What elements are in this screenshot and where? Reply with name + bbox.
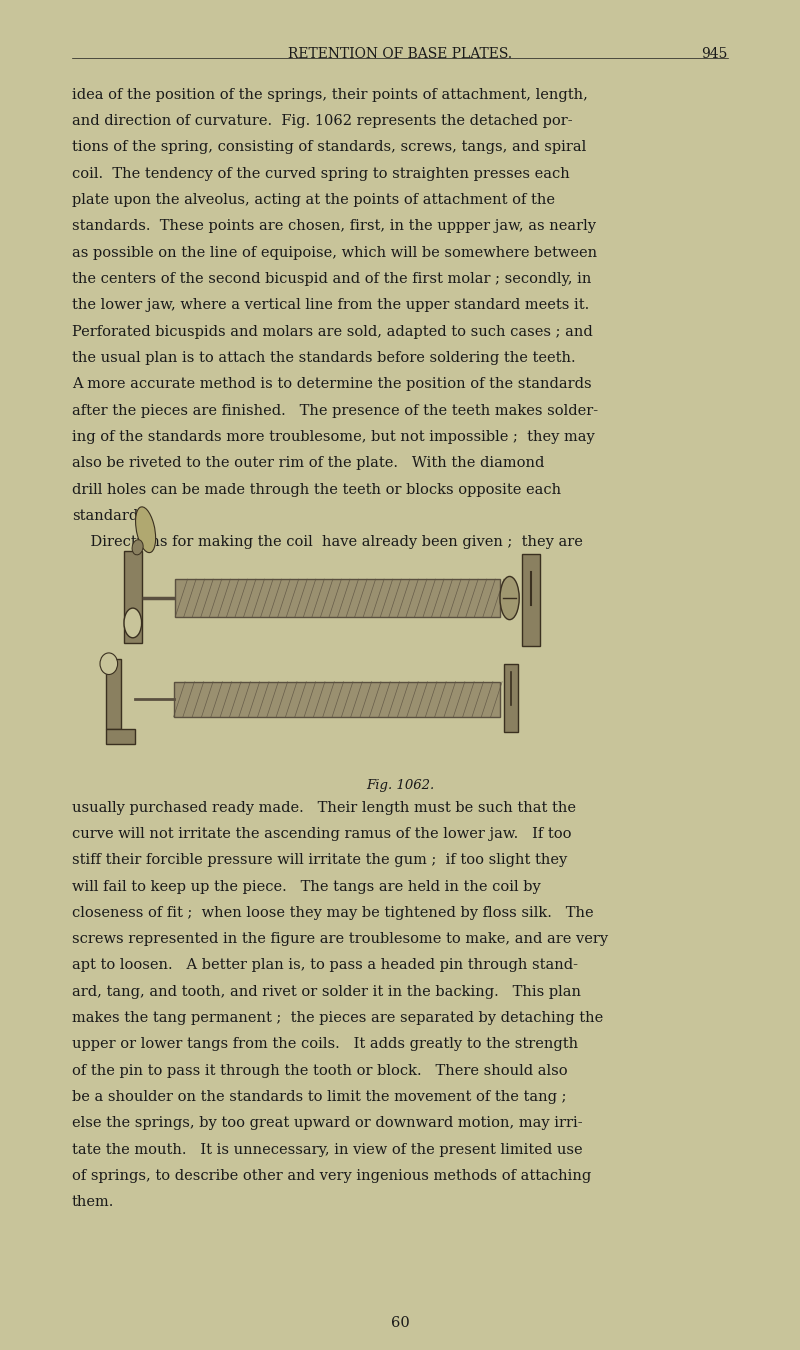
Text: of the pin to pass it through the tooth or block.   There should also: of the pin to pass it through the tooth … <box>72 1064 568 1077</box>
Text: will fail to keep up the piece.   The tangs are held in the coil by: will fail to keep up the piece. The tang… <box>72 879 541 894</box>
Text: coil.  The tendency of the curved spring to straighten presses each: coil. The tendency of the curved spring … <box>72 166 570 181</box>
Text: also be riveted to the outer rim of the plate.   With the diamond: also be riveted to the outer rim of the … <box>72 456 544 470</box>
Text: screws represented in the figure are troublesome to make, and are very: screws represented in the figure are tro… <box>72 931 608 946</box>
Circle shape <box>124 608 142 637</box>
Text: usually purchased ready made.   Their length must be such that the: usually purchased ready made. Their leng… <box>72 801 576 814</box>
Bar <box>106 659 121 729</box>
Text: tate the mouth.   It is unnecessary, in view of the present limited use: tate the mouth. It is unnecessary, in vi… <box>72 1142 582 1157</box>
Text: ard, tang, and tooth, and rivet or solder it in the backing.   This plan: ard, tang, and tooth, and rivet or solde… <box>72 984 581 999</box>
Text: the lower jaw, where a vertical line from the upper standard meets it.: the lower jaw, where a vertical line fro… <box>72 298 590 312</box>
Text: the centers of the second bicuspid and of the first molar ; secondly, in: the centers of the second bicuspid and o… <box>72 271 591 286</box>
Text: as possible on the line of equipoise, which will be somewhere between: as possible on the line of equipoise, wh… <box>72 246 597 259</box>
Text: be a shoulder on the standards to limit the movement of the tang ;: be a shoulder on the standards to limit … <box>72 1089 566 1104</box>
Bar <box>175 579 500 617</box>
Text: Directions for making the coil  have already been given ;  they are: Directions for making the coil have alre… <box>72 535 583 549</box>
Ellipse shape <box>135 506 156 552</box>
Text: Perforated bicuspids and molars are sold, adapted to such cases ; and: Perforated bicuspids and molars are sold… <box>72 324 593 339</box>
Text: plate upon the alveolus, acting at the points of attachment of the: plate upon the alveolus, acting at the p… <box>72 193 555 207</box>
Text: Fig. 1062.: Fig. 1062. <box>366 779 434 792</box>
Text: and direction of curvature.  Fig. 1062 represents the detached por-: and direction of curvature. Fig. 1062 re… <box>72 113 573 128</box>
Text: idea of the position of the springs, their points of attachment, length,: idea of the position of the springs, the… <box>72 88 588 101</box>
Bar <box>522 554 540 645</box>
Text: after the pieces are finished.   The presence of the teeth makes solder-: after the pieces are finished. The prese… <box>72 404 598 417</box>
Bar <box>174 682 500 717</box>
Text: them.: them. <box>72 1195 114 1210</box>
Bar <box>504 664 518 732</box>
Bar <box>124 551 142 643</box>
Text: ing of the standards more troublesome, but not impossible ;  they may: ing of the standards more troublesome, b… <box>72 429 594 444</box>
Text: RETENTION OF BASE PLATES.: RETENTION OF BASE PLATES. <box>288 47 512 61</box>
Text: standards.  These points are chosen, first, in the uppper jaw, as nearly: standards. These points are chosen, firs… <box>72 219 596 234</box>
Text: of springs, to describe other and very ingenious methods of attaching: of springs, to describe other and very i… <box>72 1169 591 1183</box>
Text: else the springs, by too great upward or downward motion, may irri-: else the springs, by too great upward or… <box>72 1116 582 1130</box>
Text: drill holes can be made through the teeth or blocks opposite each: drill holes can be made through the teet… <box>72 482 561 497</box>
Text: upper or lower tangs from the coils.   It adds greatly to the strength: upper or lower tangs from the coils. It … <box>72 1037 578 1052</box>
Text: curve will not irritate the ascending ramus of the lower jaw.   If too: curve will not irritate the ascending ra… <box>72 826 571 841</box>
Text: tions of the spring, consisting of standards, screws, tangs, and spiral: tions of the spring, consisting of stand… <box>72 140 586 154</box>
Text: apt to loosen.   A better plan is, to pass a headed pin through stand-: apt to loosen. A better plan is, to pass… <box>72 958 578 972</box>
Bar <box>106 729 135 744</box>
Text: stiff their forcible pressure will irritate the gum ;  if too slight they: stiff their forcible pressure will irrit… <box>72 853 567 867</box>
Text: 945: 945 <box>702 47 728 61</box>
Text: A more accurate method is to determine the position of the standards: A more accurate method is to determine t… <box>72 377 592 392</box>
Ellipse shape <box>132 540 143 555</box>
Text: the usual plan is to attach the standards before soldering the teeth.: the usual plan is to attach the standard… <box>72 351 576 364</box>
Ellipse shape <box>500 576 519 620</box>
Text: standard.: standard. <box>72 509 143 522</box>
Text: closeness of fit ;  when loose they may be tightened by floss silk.   The: closeness of fit ; when loose they may b… <box>72 906 594 919</box>
Ellipse shape <box>100 653 118 675</box>
Text: makes the tang permanent ;  the pieces are separated by detaching the: makes the tang permanent ; the pieces ar… <box>72 1011 603 1025</box>
Text: 60: 60 <box>390 1316 410 1330</box>
